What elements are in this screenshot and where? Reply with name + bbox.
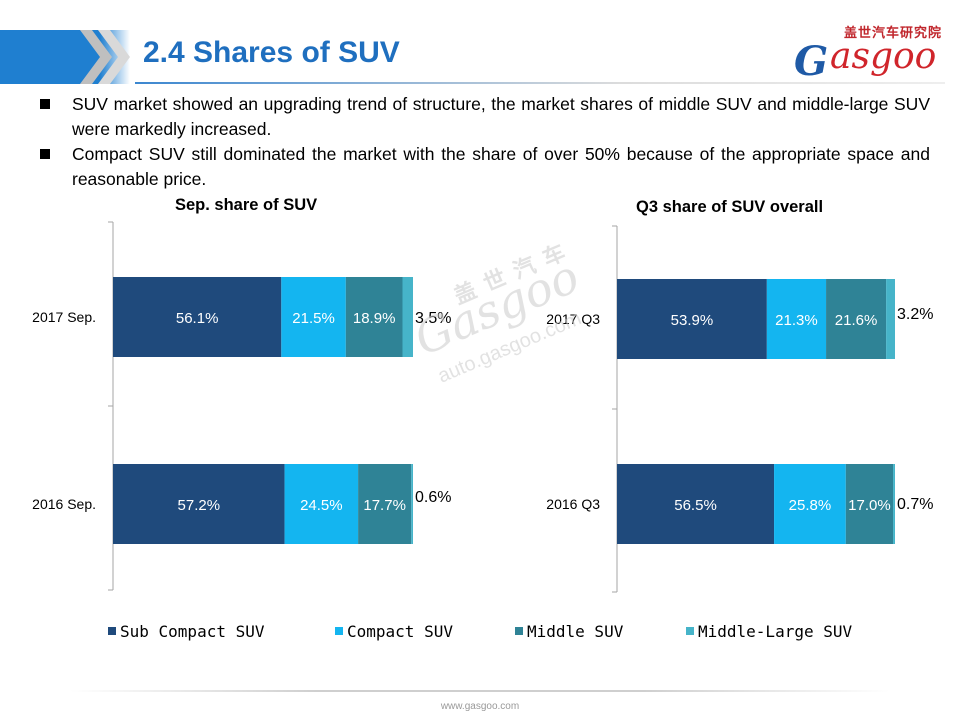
bar-segment — [845, 464, 894, 544]
footer-divider — [70, 690, 890, 692]
bar-segment — [284, 464, 359, 544]
data-label: 56.1% — [176, 310, 219, 327]
bullet-text: Compact SUV still dominated the market w… — [72, 144, 930, 189]
legend-item: Middle-Large SUV — [686, 622, 852, 641]
bar-segment — [358, 464, 412, 544]
data-label: 53.9% — [671, 312, 714, 329]
data-label: 57.2% — [178, 497, 221, 514]
header-banner — [0, 30, 100, 84]
legend-label: Sub Compact SUV — [120, 622, 265, 641]
bar-segment — [886, 279, 895, 359]
data-label: 3.5% — [415, 310, 451, 327]
data-label: 25.8% — [789, 497, 832, 514]
data-label: 56.5% — [674, 497, 717, 514]
data-label: 21.6% — [835, 312, 878, 329]
data-label: 0.7% — [897, 496, 933, 513]
data-label: 21.3% — [775, 312, 818, 329]
data-label: 0.6% — [415, 489, 451, 506]
bar-segment — [617, 279, 767, 359]
legend-swatch — [108, 627, 116, 635]
bar-segment — [826, 279, 887, 359]
data-label: 17.7% — [363, 497, 406, 514]
title-underline — [135, 82, 945, 84]
bullet-square-icon — [40, 99, 50, 109]
bar-segment — [617, 464, 775, 544]
bar-segment — [893, 464, 895, 544]
chevron-arrows-icon — [80, 30, 130, 84]
category-label: 2016 Sep. — [32, 496, 96, 512]
logo-chinese-text: 盖世汽车研究院 — [844, 25, 943, 40]
category-label: 2017 Sep. — [32, 309, 96, 325]
legend-swatch — [335, 627, 343, 635]
bar-segment — [766, 279, 827, 359]
bullet-list: SUV market showed an upgrading trend of … — [38, 92, 930, 192]
data-label: 3.2% — [897, 306, 933, 323]
legend-item: Middle SUV — [515, 622, 623, 641]
chart-title-q3: Q3 share of SUV overall — [636, 198, 824, 216]
logo-wordmark: asgoo — [830, 36, 937, 77]
category-label: 2016 Q3 — [546, 496, 600, 512]
bar-segment — [411, 464, 413, 544]
legend-item: Compact SUV — [335, 622, 453, 641]
footer-url: www.gasgoo.com — [440, 701, 520, 712]
bar-segment — [345, 277, 403, 357]
bullet-square-icon — [40, 149, 50, 159]
bar-segment — [113, 277, 282, 357]
data-label: 24.5% — [300, 497, 343, 514]
data-label: 17.0% — [848, 497, 891, 514]
legend-swatch — [515, 627, 523, 635]
chart-legend: Sub Compact SUV Compact SUV Middle SUV M… — [108, 622, 888, 644]
bullet-item: SUV market showed an upgrading trend of … — [38, 92, 930, 142]
legend-label: Middle SUV — [527, 622, 624, 641]
data-label: 21.5% — [292, 310, 335, 327]
legend-swatch — [686, 627, 694, 635]
logo-g-mark: G — [794, 38, 829, 85]
bar-segment — [113, 464, 285, 544]
legend-label: Middle-Large SUV — [698, 622, 853, 641]
bar-segment — [402, 277, 413, 357]
legend-item: Sub Compact SUV — [108, 622, 265, 641]
bar-segment — [281, 277, 346, 357]
bullet-text: SUV market showed an upgrading trend of … — [72, 94, 930, 139]
chart-title-sep: Sep. share of SUV — [175, 196, 318, 214]
legend-label: Compact SUV — [347, 622, 453, 641]
bullet-item: Compact SUV still dominated the market w… — [38, 142, 930, 192]
category-label: 2017 Q3 — [546, 311, 600, 327]
data-label: 18.9% — [353, 310, 396, 327]
page-title: 2.4 Shares of SUV — [143, 36, 400, 69]
gasgoo-logo: 盖世汽车研究院 G asgoo — [790, 22, 950, 85]
bar-segment — [774, 464, 846, 544]
